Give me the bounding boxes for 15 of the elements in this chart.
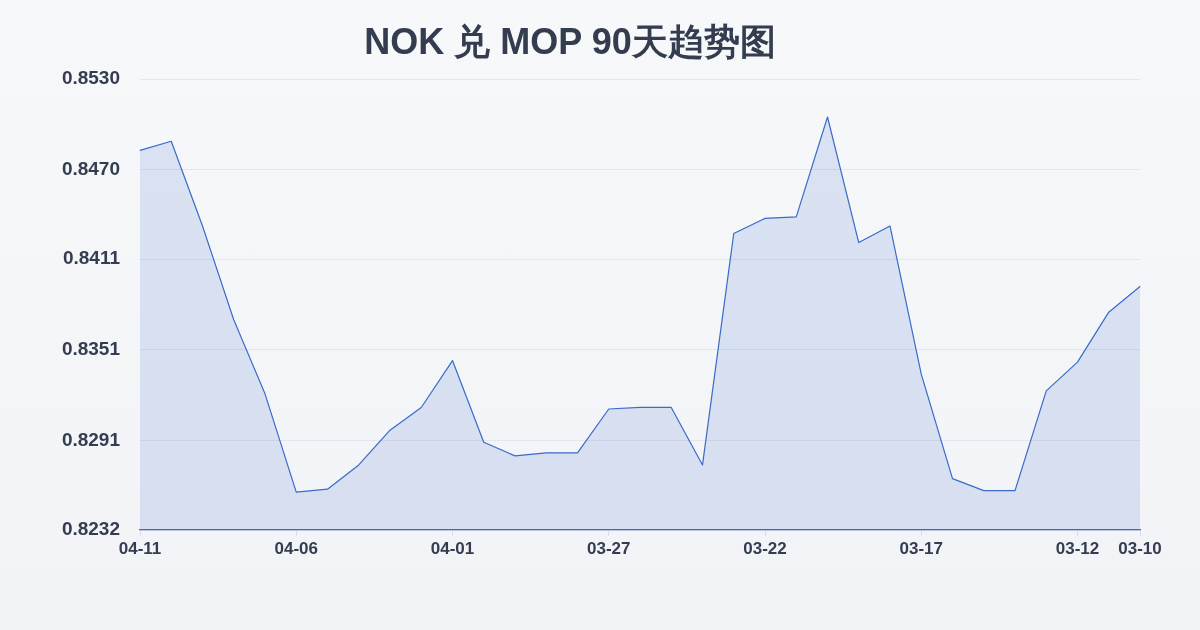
- y-tick-label: 0.8351: [61, 338, 121, 360]
- y-tick-label: 0.8530: [61, 67, 120, 89]
- x-tick-label: 03-17: [899, 538, 943, 558]
- y-tick-label: 0.8232: [61, 518, 120, 540]
- x-tick-label: 03-10: [1118, 538, 1162, 558]
- y-tick-label: 0.8411: [62, 247, 121, 269]
- x-tick-label: 04-11: [118, 538, 162, 558]
- y-tick-label: 0.8470: [61, 158, 120, 180]
- x-tick-label: 03-12: [1055, 538, 1100, 558]
- chart-title: NOK 兑 MOP 90天趋势图: [364, 20, 776, 62]
- x-tick-label: 04-01: [430, 538, 475, 558]
- x-tick-label: 03-27: [587, 538, 631, 558]
- x-tick-label: 04-06: [274, 538, 318, 558]
- y-tick-label: 0.8291: [61, 428, 121, 450]
- x-tick-label: 03-22: [743, 538, 787, 558]
